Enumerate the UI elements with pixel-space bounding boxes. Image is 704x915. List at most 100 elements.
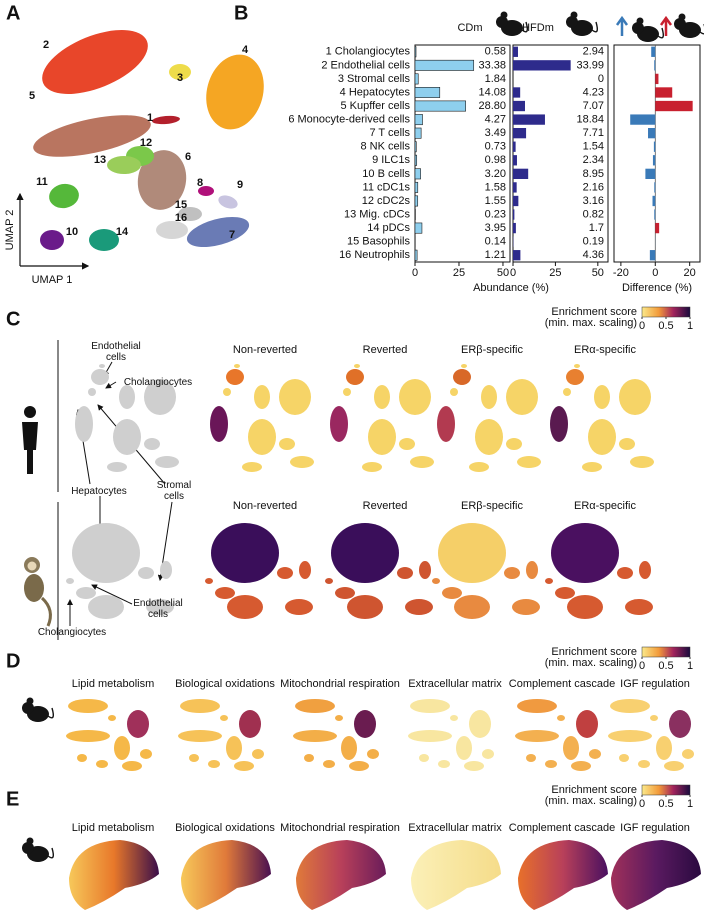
bar	[513, 141, 516, 152]
cluster-label: 16	[175, 212, 187, 224]
cell-cluster	[450, 388, 458, 396]
cell-cluster	[211, 523, 279, 583]
cell-cluster	[469, 462, 489, 472]
cell-cluster	[88, 388, 96, 396]
enrichment-embedding	[69, 840, 159, 910]
cell-cluster	[346, 369, 364, 385]
category-label: 4 Hepatocytes	[340, 86, 411, 98]
category-label: 6 Monocyte-derived cells	[288, 114, 410, 126]
colorbar-tick-label: 0.5	[658, 660, 673, 672]
cell-cluster	[526, 561, 538, 579]
category-label: 15 Basophils	[347, 236, 410, 248]
bar	[513, 222, 516, 234]
cell-cluster	[639, 561, 651, 579]
column-title: Complement cascade	[509, 822, 615, 834]
umap-ylabel: UMAP 2	[4, 210, 16, 251]
enrichment-embedding	[178, 699, 264, 771]
cell-cluster	[566, 369, 584, 385]
cell-cluster	[464, 761, 484, 771]
human-icon	[22, 406, 38, 474]
cell-cluster	[506, 379, 538, 415]
cell-cluster	[410, 699, 450, 713]
category-label: 2 Endothelial cells	[321, 59, 410, 71]
cell-cluster	[506, 438, 522, 450]
cell-cluster	[341, 736, 357, 760]
cell-cluster	[208, 760, 220, 768]
cell-cluster	[588, 419, 616, 455]
cell-cluster	[517, 699, 557, 713]
cell-cluster	[368, 419, 396, 455]
enrichment-embedding	[408, 699, 494, 771]
colorbar-tick-label: 0.5	[658, 320, 673, 332]
value-label: 0.98	[485, 154, 506, 166]
cell-cluster	[625, 599, 653, 615]
enrichment-embedding	[545, 523, 653, 619]
cell-cluster	[453, 369, 471, 385]
value-label: 1.55	[485, 195, 506, 207]
monkey-icon	[24, 557, 52, 627]
bar	[649, 250, 656, 261]
enrichment-embedding	[66, 699, 152, 771]
value-label: 18.84	[576, 114, 604, 126]
cell-cluster	[517, 456, 541, 468]
cell-cluster	[504, 567, 520, 579]
cell-cluster	[330, 406, 348, 442]
enrichment-embedding	[518, 840, 608, 910]
value-label: 0.73	[485, 141, 506, 153]
cell-cluster	[66, 730, 110, 742]
bar	[645, 168, 656, 179]
cell-cluster	[215, 587, 235, 599]
bar	[414, 127, 422, 139]
enrichment-embedding	[608, 699, 694, 771]
value-label: 0.23	[485, 208, 506, 220]
x-tick-label: 0	[412, 267, 418, 279]
umap-cluster	[198, 186, 214, 196]
cell-cluster	[682, 749, 694, 759]
colorbar-subtitle: (min. max. scaling)	[545, 795, 637, 807]
enrichment-embedding	[330, 364, 434, 472]
enrichment-embedding	[293, 699, 379, 771]
panel-letter: E	[6, 788, 19, 810]
cluster-label: 4	[242, 44, 249, 56]
value-label: 2.94	[583, 46, 604, 58]
cell-cluster	[461, 364, 467, 368]
cell-cluster	[410, 456, 434, 468]
cluster-label: 10	[66, 226, 78, 238]
bar	[513, 87, 521, 98]
bar	[414, 73, 419, 85]
cell-cluster	[76, 587, 96, 599]
plot-frame	[512, 44, 609, 263]
umap-cluster	[107, 156, 141, 174]
x-axis-label: Abundance (%)	[473, 282, 549, 294]
colorbar-tick-label: 0	[639, 798, 645, 810]
chart-title: HFDm	[522, 22, 554, 34]
column-title: Non-reverted	[233, 344, 297, 356]
enrichment-embedding	[325, 523, 433, 619]
cell-cluster	[127, 710, 149, 738]
cell-cluster	[399, 438, 415, 450]
cell-cluster	[574, 364, 580, 368]
bar	[648, 128, 656, 139]
colorbar	[641, 306, 691, 318]
cell-cluster	[481, 385, 497, 409]
enrichment-embedding	[550, 364, 654, 472]
bar	[513, 182, 517, 193]
annotation: Stromal cells	[156, 480, 192, 502]
value-label: 3.95	[485, 222, 506, 234]
cell-cluster	[72, 523, 140, 583]
cell-cluster	[408, 730, 452, 742]
cell-cluster	[399, 379, 431, 415]
category-label: 14 pDCs	[367, 222, 410, 234]
cell-cluster	[234, 364, 240, 368]
value-label: 1.7	[589, 222, 604, 234]
value-label: 0.82	[583, 208, 604, 220]
colorbar-title: Enrichment score	[551, 646, 637, 658]
annotation: Hepatocytes	[71, 486, 127, 497]
colorbar-subtitle: (min. max. scaling)	[545, 317, 637, 329]
cell-cluster	[96, 760, 108, 768]
cell-cluster	[226, 736, 242, 760]
colorbar-subtitle: (min. max. scaling)	[545, 657, 637, 669]
bar	[655, 73, 659, 85]
